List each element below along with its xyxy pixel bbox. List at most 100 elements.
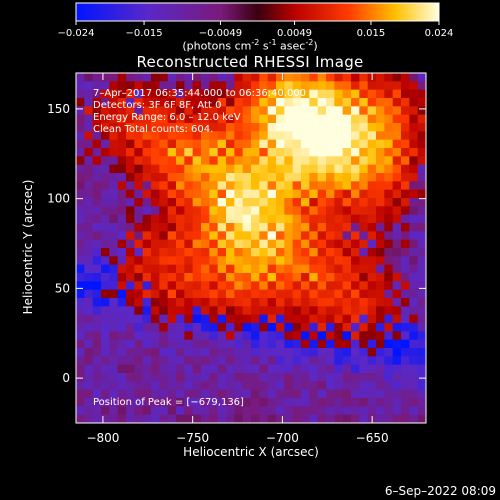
heatmap-cell <box>92 373 102 382</box>
heatmap-cell <box>192 339 202 349</box>
heatmap-cell <box>142 131 152 141</box>
heatmap-cell <box>376 173 385 182</box>
heatmap-cell <box>92 339 102 349</box>
heatmap-cell <box>242 356 252 366</box>
heatmap-cell <box>251 148 260 157</box>
heatmap-cell <box>101 139 110 149</box>
heatmap-cell <box>284 264 294 274</box>
heatmap-cell <box>151 381 160 391</box>
heatmap-cell <box>292 323 302 332</box>
colorbar-tick-label: 0.015 <box>357 28 386 39</box>
heatmap-cell <box>251 356 260 366</box>
heatmap-cell <box>184 323 194 332</box>
heatmap-cell <box>276 131 285 141</box>
heatmap-cell <box>251 156 260 166</box>
heatmap-cell <box>209 231 219 241</box>
heatmap-cell <box>259 264 269 274</box>
heatmap-cell <box>376 231 385 241</box>
heatmap-cell <box>359 148 369 157</box>
heatmap-cell <box>251 81 260 91</box>
heatmap-cell <box>126 98 135 107</box>
heatmap-cell <box>326 89 335 99</box>
heatmap-cell <box>109 339 119 349</box>
heatmap-cell <box>417 106 426 116</box>
heatmap-cell <box>209 298 219 307</box>
heatmap-cell <box>242 298 252 307</box>
heatmap-cell <box>76 81 85 91</box>
heatmap-cell <box>242 414 252 423</box>
heatmap-cell <box>301 206 310 216</box>
heatmap-cell <box>242 239 252 249</box>
heatmap-cell <box>367 264 377 274</box>
heatmap-cell <box>251 264 260 274</box>
heatmap-cell <box>176 148 185 157</box>
heatmap-cell <box>284 306 294 316</box>
heatmap-cell <box>184 398 194 407</box>
heatmap-cell <box>126 264 135 274</box>
heatmap-cell <box>317 223 327 232</box>
heatmap-cell <box>109 189 119 199</box>
heatmap-cell <box>109 306 119 316</box>
heatmap-cell <box>192 98 202 107</box>
heatmap-cell <box>226 123 235 132</box>
heatmap-cell <box>259 181 269 191</box>
heatmap-cell <box>267 114 277 124</box>
heatmap-cell <box>134 98 144 107</box>
heatmap-cell <box>359 123 369 132</box>
heatmap-cell <box>292 348 302 357</box>
heatmap-cell <box>84 373 94 382</box>
heatmap-cell <box>367 131 377 141</box>
heatmap-cell <box>367 198 377 207</box>
heatmap-cell <box>401 223 410 232</box>
heatmap-cell <box>159 248 169 257</box>
heatmap-cell <box>192 298 202 307</box>
heatmap-cell <box>151 231 160 241</box>
heatmap-cell <box>276 306 285 316</box>
heatmap-cell <box>109 348 119 357</box>
heatmap-cell <box>284 81 294 91</box>
heatmap-cell <box>176 248 185 257</box>
heatmap-cell <box>217 98 227 107</box>
heatmap-cell <box>109 73 119 82</box>
heatmap-cell <box>109 131 119 141</box>
heatmap-cell <box>251 189 260 199</box>
heatmap-cell <box>292 314 302 324</box>
heatmap-cell <box>251 139 260 149</box>
info-detectors: Detectors: 3F 6F 8F, Att 0 <box>93 100 222 111</box>
heatmap-cell <box>234 206 244 216</box>
heatmap-cell <box>201 256 210 266</box>
heatmap-cell <box>226 73 235 82</box>
heatmap-cell <box>417 356 426 366</box>
heatmap-cell <box>417 289 426 299</box>
heatmap-cell <box>226 198 235 207</box>
heatmap-cell <box>317 189 327 199</box>
heatmap-cell <box>276 414 285 423</box>
heatmap-cell <box>309 106 319 116</box>
heatmap-cell <box>134 189 144 199</box>
heatmap-cell <box>167 348 177 357</box>
heatmap-cell <box>176 81 185 91</box>
heatmap-cell <box>359 239 369 249</box>
heatmap-cell <box>184 214 194 224</box>
heatmap-cell <box>242 406 252 416</box>
heatmap-cell <box>342 164 352 174</box>
heatmap-cell <box>326 406 335 416</box>
heatmap-cell <box>376 198 385 207</box>
heatmap-cell <box>109 139 119 149</box>
heatmap-cell <box>409 214 419 224</box>
heatmap-cell <box>117 239 127 249</box>
heatmap-cell <box>184 239 194 249</box>
heatmap-cell <box>151 148 160 157</box>
heatmap-cell <box>334 214 344 224</box>
heatmap-cell <box>267 364 277 374</box>
heatmap-cell <box>259 414 269 423</box>
heatmap-cell <box>284 106 294 116</box>
heatmap-cell <box>317 206 327 216</box>
heatmap-cell <box>234 381 244 391</box>
heatmap-cell <box>384 414 394 423</box>
heatmap-cell <box>351 223 360 232</box>
heatmap-cell <box>126 339 135 349</box>
heatmap-cell <box>317 289 327 299</box>
heatmap-cell <box>76 414 85 423</box>
heatmap-cell <box>376 164 385 174</box>
